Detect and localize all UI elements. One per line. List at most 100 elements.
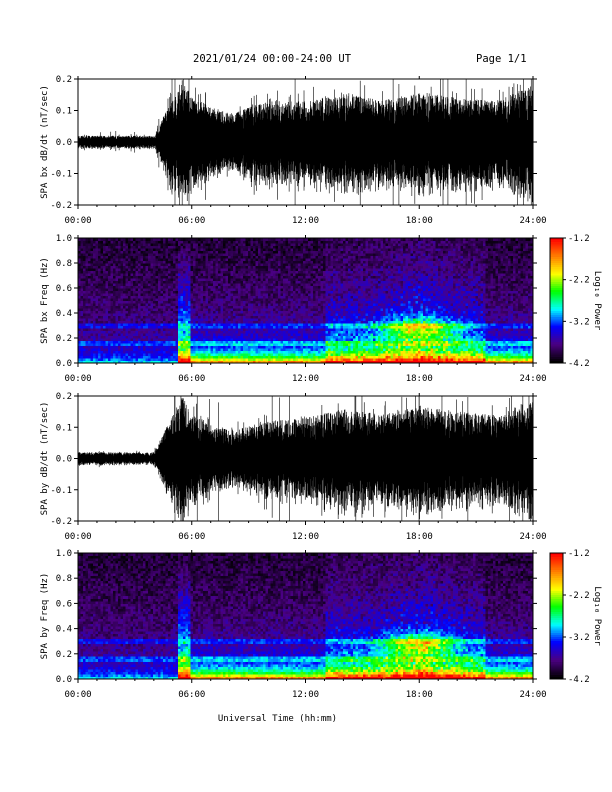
spectrogram-cell: [240, 243, 244, 246]
spectrogram-cell: [220, 265, 224, 269]
spectrogram-cell: [108, 268, 111, 271]
spectrogram-cell: [298, 350, 301, 354]
spectrogram-cell: [323, 353, 326, 356]
spectrogram-cell: [143, 295, 146, 299]
spectrogram-cell: [153, 323, 156, 326]
spectrogram-cell: [313, 338, 316, 341]
spectrogram-cell: [160, 280, 164, 284]
spectrogram-cell: [223, 270, 226, 274]
spectrogram-cell: [135, 308, 139, 311]
spectrogram-cell: [265, 270, 269, 274]
spectrogram-cell: [133, 303, 136, 306]
spectrogram-cell: [190, 298, 194, 301]
spectrogram-cell: [200, 243, 204, 246]
spectrogram-cell: [213, 313, 216, 316]
spectrogram-cell: [158, 343, 161, 346]
spectrogram-cell: [95, 295, 99, 299]
spectrogram-cell: [125, 253, 129, 256]
spectrogram-cell: [98, 303, 101, 306]
spectrogram-cell: [268, 355, 271, 359]
spectrogram-cell: [293, 295, 296, 299]
spectrogram-cell: [78, 320, 81, 324]
spectrogram-cell: [225, 278, 229, 281]
spectrogram-cell: [288, 343, 291, 346]
spectrogram-cell: [230, 323, 234, 326]
spectrogram-cell: [198, 258, 201, 261]
spectrogram-cell: [238, 320, 241, 324]
spectrogram-cell: [123, 300, 126, 304]
spectrogram-cell: [130, 243, 134, 246]
spectrogram-cell: [275, 348, 279, 351]
spectrogram-cell: [110, 265, 114, 269]
spectrogram-cell: [245, 295, 249, 299]
spectrogram-cell: [293, 273, 296, 276]
spectrogram-cell: [243, 298, 246, 301]
spectrogram-cell: [78, 283, 81, 286]
spectrogram-cell: [108, 238, 111, 241]
spectrogram-cell: [163, 258, 166, 261]
spectrogram-cell: [148, 360, 151, 364]
spectrogram-cell: [200, 255, 204, 259]
spectrogram-cell: [200, 330, 204, 334]
spectrogram-cell: [230, 310, 234, 314]
spectrogram-cell: [238, 360, 241, 364]
spectrogram-cell: [105, 263, 109, 266]
spectrogram-cell: [205, 360, 209, 364]
spectrogram-cell: [130, 308, 134, 311]
spectrogram-cell: [250, 315, 254, 319]
spectrogram-cell: [155, 273, 159, 276]
spectrogram-cell: [210, 278, 214, 281]
spectrogram-cell: [195, 248, 199, 251]
spectrogram-cell: [123, 243, 126, 246]
spectrogram-cell: [323, 290, 326, 294]
spectrogram-cell: [218, 300, 221, 304]
spectrogram-cell: [290, 243, 294, 246]
spectrogram-cell: [185, 278, 189, 281]
spectrogram-cell: [175, 350, 179, 354]
spectrogram-cell: [260, 280, 264, 284]
spectrogram-cell: [200, 278, 204, 281]
spectrogram-cell: [138, 323, 141, 326]
spectrogram-cell: [138, 313, 141, 316]
spectrogram-cell: [135, 323, 139, 326]
spectrogram-cell: [83, 350, 86, 354]
spectrogram-cell: [230, 280, 234, 284]
spectrogram-cell: [205, 318, 209, 321]
spectrogram-cell: [100, 335, 104, 339]
spectrogram-cell: [250, 240, 254, 244]
spectrogram-cell: [198, 240, 201, 244]
spectrogram-cell: [170, 253, 174, 256]
spectrogram-cell: [120, 343, 124, 346]
spectrogram-cell: [200, 320, 204, 324]
spectrogram-cell: [283, 305, 286, 309]
spectrogram-cell: [138, 330, 141, 334]
spectrogram-cell: [158, 338, 161, 341]
spectrogram-cell: [213, 285, 216, 289]
spectrogram-cell: [213, 305, 216, 309]
spectrogram-cell: [218, 360, 221, 364]
spectrogram-cell: [235, 310, 239, 314]
spectrogram-cell: [105, 253, 109, 256]
spectrogram-cell: [123, 333, 126, 336]
spectrogram-cell: [285, 348, 289, 351]
spectrogram-cell: [125, 273, 129, 276]
spectrogram-cell: [255, 360, 259, 364]
spectrogram-cell: [120, 273, 124, 276]
spectrogram-cell: [228, 255, 231, 259]
spectrogram-cell: [178, 353, 181, 356]
spectrogram-cell: [158, 315, 161, 319]
spectrogram-cell: [323, 308, 326, 311]
spectrogram-cell: [190, 328, 194, 331]
spectrogram-cell: [173, 288, 176, 291]
spectrogram-cell: [235, 328, 239, 331]
spectrogram-cell: [275, 325, 279, 329]
spectrogram-cell: [288, 243, 291, 246]
spectrogram-cell: [188, 258, 191, 261]
spectrogram-cell: [208, 355, 211, 359]
spectrogram-cell: [208, 335, 211, 339]
spectrogram-cell: [218, 308, 221, 311]
spectrogram-cell: [288, 288, 291, 291]
spectrogram-cell: [283, 265, 286, 269]
spectrogram-cell: [220, 250, 224, 254]
spectrogram-cell: [130, 290, 134, 294]
